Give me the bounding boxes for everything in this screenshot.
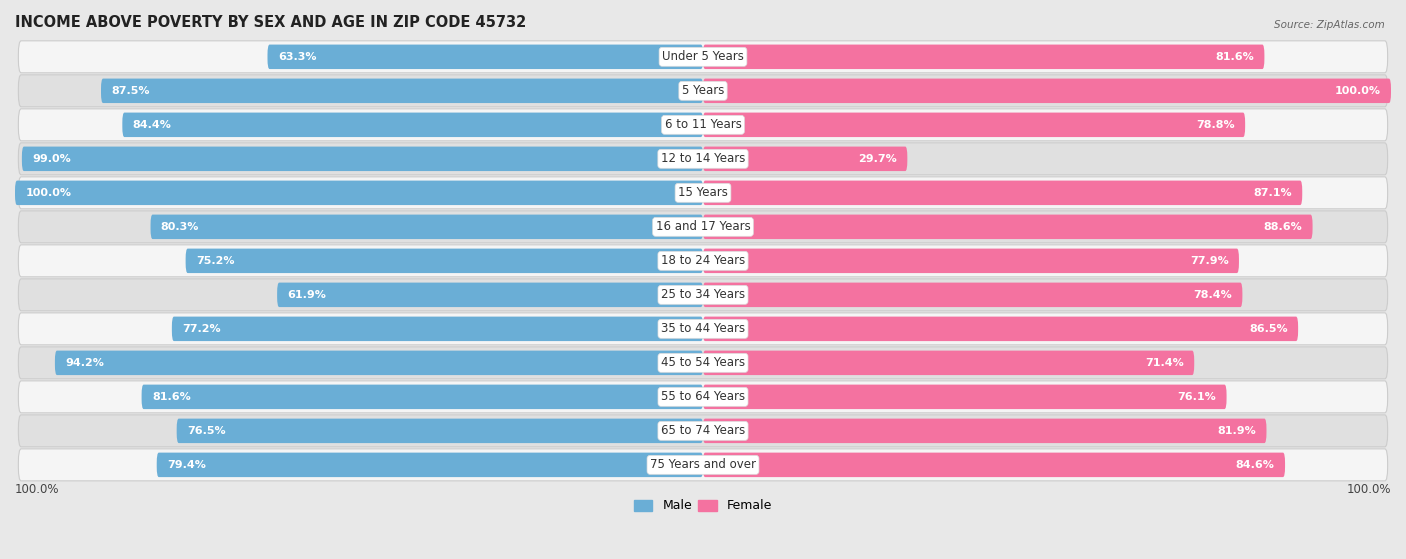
Text: INCOME ABOVE POVERTY BY SEX AND AGE IN ZIP CODE 45732: INCOME ABOVE POVERTY BY SEX AND AGE IN Z… [15, 15, 526, 30]
Text: 61.9%: 61.9% [287, 290, 326, 300]
FancyBboxPatch shape [18, 449, 1388, 481]
Text: 87.1%: 87.1% [1253, 188, 1292, 198]
Text: 77.9%: 77.9% [1189, 256, 1229, 266]
FancyBboxPatch shape [703, 181, 1302, 205]
FancyBboxPatch shape [703, 316, 1298, 341]
Text: 45 to 54 Years: 45 to 54 Years [661, 356, 745, 369]
FancyBboxPatch shape [18, 313, 1388, 345]
Text: 29.7%: 29.7% [858, 154, 897, 164]
Text: 71.4%: 71.4% [1144, 358, 1184, 368]
Text: 84.6%: 84.6% [1236, 460, 1275, 470]
FancyBboxPatch shape [18, 381, 1388, 413]
FancyBboxPatch shape [703, 146, 907, 171]
FancyBboxPatch shape [18, 211, 1388, 243]
FancyBboxPatch shape [18, 143, 1388, 175]
Text: 16 and 17 Years: 16 and 17 Years [655, 220, 751, 233]
FancyBboxPatch shape [703, 45, 1264, 69]
Text: 77.2%: 77.2% [183, 324, 221, 334]
FancyBboxPatch shape [277, 283, 703, 307]
Text: 35 to 44 Years: 35 to 44 Years [661, 323, 745, 335]
Text: 86.5%: 86.5% [1249, 324, 1288, 334]
Text: 94.2%: 94.2% [65, 358, 104, 368]
FancyBboxPatch shape [122, 112, 703, 137]
FancyBboxPatch shape [55, 350, 703, 375]
Text: 81.9%: 81.9% [1218, 426, 1256, 436]
FancyBboxPatch shape [18, 245, 1388, 277]
FancyBboxPatch shape [267, 45, 703, 69]
Text: 100.0%: 100.0% [15, 482, 59, 495]
FancyBboxPatch shape [18, 75, 1388, 107]
Text: 84.4%: 84.4% [132, 120, 172, 130]
FancyBboxPatch shape [703, 215, 1313, 239]
FancyBboxPatch shape [18, 109, 1388, 141]
FancyBboxPatch shape [150, 215, 703, 239]
Legend: Male, Female: Male, Female [628, 494, 778, 518]
FancyBboxPatch shape [15, 181, 703, 205]
FancyBboxPatch shape [703, 79, 1391, 103]
FancyBboxPatch shape [172, 316, 703, 341]
Text: 79.4%: 79.4% [167, 460, 205, 470]
Text: 100.0%: 100.0% [1334, 86, 1381, 96]
Text: 12 to 14 Years: 12 to 14 Years [661, 152, 745, 165]
FancyBboxPatch shape [703, 419, 1267, 443]
FancyBboxPatch shape [703, 453, 1285, 477]
Text: 81.6%: 81.6% [152, 392, 191, 402]
Text: 76.1%: 76.1% [1177, 392, 1216, 402]
FancyBboxPatch shape [101, 79, 703, 103]
Text: Source: ZipAtlas.com: Source: ZipAtlas.com [1274, 20, 1385, 30]
Text: 65 to 74 Years: 65 to 74 Years [661, 424, 745, 437]
Text: 5 Years: 5 Years [682, 84, 724, 97]
FancyBboxPatch shape [18, 177, 1388, 209]
FancyBboxPatch shape [703, 385, 1226, 409]
Text: 100.0%: 100.0% [1347, 482, 1391, 495]
FancyBboxPatch shape [18, 41, 1388, 73]
FancyBboxPatch shape [18, 279, 1388, 311]
FancyBboxPatch shape [703, 283, 1243, 307]
Text: 99.0%: 99.0% [32, 154, 70, 164]
Text: 15 Years: 15 Years [678, 186, 728, 200]
Text: 78.4%: 78.4% [1194, 290, 1232, 300]
FancyBboxPatch shape [186, 249, 703, 273]
FancyBboxPatch shape [177, 419, 703, 443]
FancyBboxPatch shape [156, 453, 703, 477]
Text: 75.2%: 75.2% [195, 256, 235, 266]
Text: 88.6%: 88.6% [1264, 222, 1302, 232]
Text: 25 to 34 Years: 25 to 34 Years [661, 288, 745, 301]
FancyBboxPatch shape [703, 112, 1246, 137]
Text: 75 Years and over: 75 Years and over [650, 458, 756, 471]
Text: 55 to 64 Years: 55 to 64 Years [661, 390, 745, 404]
FancyBboxPatch shape [142, 385, 703, 409]
Text: Under 5 Years: Under 5 Years [662, 50, 744, 63]
FancyBboxPatch shape [18, 415, 1388, 447]
Text: 80.3%: 80.3% [160, 222, 200, 232]
Text: 18 to 24 Years: 18 to 24 Years [661, 254, 745, 267]
Text: 78.8%: 78.8% [1197, 120, 1234, 130]
Text: 81.6%: 81.6% [1215, 52, 1254, 62]
Text: 6 to 11 Years: 6 to 11 Years [665, 119, 741, 131]
FancyBboxPatch shape [703, 350, 1194, 375]
FancyBboxPatch shape [18, 347, 1388, 379]
Text: 100.0%: 100.0% [25, 188, 72, 198]
Text: 87.5%: 87.5% [111, 86, 150, 96]
Text: 76.5%: 76.5% [187, 426, 225, 436]
FancyBboxPatch shape [22, 146, 703, 171]
FancyBboxPatch shape [703, 249, 1239, 273]
Text: 63.3%: 63.3% [278, 52, 316, 62]
